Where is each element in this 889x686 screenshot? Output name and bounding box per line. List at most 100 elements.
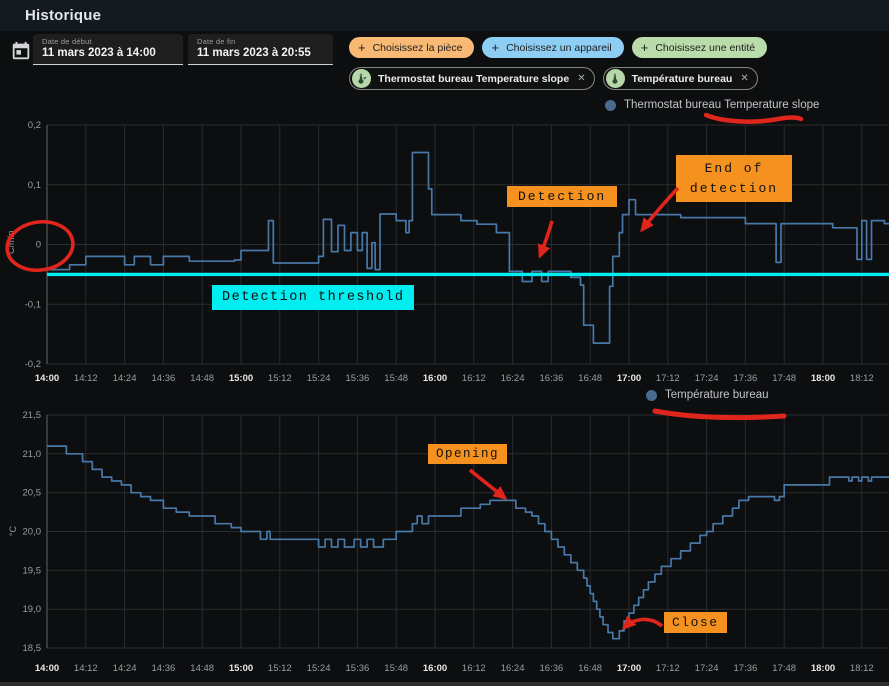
choose-device-chip[interactable]: + Choisissez un appareil [482, 37, 624, 58]
svg-text:17:12: 17:12 [656, 373, 680, 384]
svg-text:18:00: 18:00 [811, 373, 835, 384]
svg-text:20,5: 20,5 [23, 488, 42, 499]
svg-text:21,5: 21,5 [23, 410, 42, 421]
choose-entity-label: Choisissez une entité [655, 41, 756, 54]
svg-text:17:00: 17:00 [617, 373, 641, 384]
plus-icon: + [358, 40, 366, 55]
svg-text:16:24: 16:24 [501, 663, 525, 674]
end-date-label: Date de fin [197, 37, 236, 46]
svg-text:14:24: 14:24 [113, 373, 137, 384]
legend-dot [646, 389, 657, 401]
app-header: Historique [0, 0, 889, 31]
svg-text:14:00: 14:00 [35, 373, 59, 384]
entity-chips-row: Thermostat bureau Temperature slope ✕ Te… [349, 67, 767, 90]
close-icon[interactable]: ✕ [577, 73, 586, 84]
svg-text:21,0: 21,0 [23, 449, 42, 460]
svg-text:15:12: 15:12 [268, 373, 292, 384]
svg-text:14:48: 14:48 [190, 373, 214, 384]
legend-label: Thermostat bureau Temperature slope [624, 99, 820, 111]
annotation-close: Close [664, 612, 727, 633]
next-card-edge [0, 682, 889, 686]
svg-text:0,2: 0,2 [28, 120, 41, 131]
legend-dot [605, 99, 616, 111]
svg-text:14:24: 14:24 [113, 663, 137, 674]
start-date-label: Date de début [42, 37, 92, 46]
svg-text:15:00: 15:00 [229, 663, 253, 674]
entity-chip-temperature[interactable]: Température bureau ✕ [602, 67, 758, 90]
svg-text:18:12: 18:12 [850, 663, 874, 674]
svg-text:17:36: 17:36 [734, 663, 758, 674]
annotation-detection: Detection [507, 186, 618, 207]
svg-text:14:48: 14:48 [190, 663, 214, 674]
svg-text:15:24: 15:24 [307, 663, 331, 674]
svg-text:16:12: 16:12 [462, 663, 486, 674]
svg-text:0,1: 0,1 [28, 180, 41, 191]
svg-text:16:00: 16:00 [423, 663, 447, 674]
choose-device-label: Choisissez un appareil [506, 41, 612, 54]
svg-text:15:24: 15:24 [307, 373, 331, 384]
svg-text:19,5: 19,5 [23, 565, 42, 576]
choose-chips-row: + Choisissez la pièce + Choisissez un ap… [349, 37, 768, 58]
svg-text:17:48: 17:48 [772, 373, 796, 384]
svg-text:20,0: 20,0 [23, 527, 42, 538]
plus-icon: + [491, 40, 500, 55]
svg-text:18:12: 18:12 [850, 373, 874, 384]
svg-text:15:36: 15:36 [346, 663, 370, 674]
svg-text:15:48: 15:48 [384, 663, 408, 674]
start-date-value: 11 mars 2023 à 14:00 [42, 47, 156, 59]
svg-text:15:36: 15:36 [346, 373, 370, 384]
svg-text:15:48: 15:48 [384, 373, 408, 384]
end-date-field[interactable]: Date de fin 11 mars 2023 à 20:55 [188, 34, 333, 65]
svg-text:16:36: 16:36 [540, 663, 564, 674]
svg-text:17:36: 17:36 [734, 373, 758, 384]
close-icon[interactable]: ✕ [740, 73, 749, 84]
svg-text:16:36: 16:36 [540, 373, 564, 384]
svg-text:15:00: 15:00 [229, 373, 253, 384]
svg-text:18,5: 18,5 [23, 643, 42, 654]
annotation-detection-threshold: Detection threshold [212, 285, 415, 310]
legend-slope[interactable]: Thermostat bureau Temperature slope [605, 99, 819, 111]
annotation-opening: Opening [428, 444, 508, 464]
svg-text:16:12: 16:12 [462, 373, 486, 384]
legend-temperature[interactable]: Température bureau [646, 389, 769, 401]
svg-text:-0,2: -0,2 [25, 359, 41, 370]
choose-entity-chip[interactable]: + Choisissez une entité [631, 37, 768, 58]
svg-text:14:36: 14:36 [152, 663, 176, 674]
svg-text:17:24: 17:24 [695, 373, 719, 384]
plus-icon: + [640, 40, 649, 55]
legend-label: Température bureau [665, 389, 769, 401]
start-date-field[interactable]: Date de début 11 mars 2023 à 14:00 [33, 34, 183, 65]
entity-chip-label: Température bureau [631, 72, 733, 85]
entity-chip-thermostat-slope[interactable]: Thermostat bureau Temperature slope ✕ [349, 67, 595, 90]
thermometer-icon [352, 69, 371, 88]
filter-chips: + Choisissez la pièce + Choisissez un ap… [349, 37, 768, 90]
svg-text:14:00: 14:00 [35, 663, 59, 674]
svg-text:°C/min: °C/min [6, 230, 16, 257]
svg-text:15:12: 15:12 [268, 663, 292, 674]
svg-text:17:12: 17:12 [656, 663, 680, 674]
annotation-end-of-detection: End of detection [676, 155, 792, 202]
svg-text:16:48: 16:48 [578, 373, 602, 384]
calendar-icon [12, 41, 30, 59]
svg-text:16:24: 16:24 [501, 373, 525, 384]
svg-text:19,0: 19,0 [23, 604, 42, 615]
svg-text:14:36: 14:36 [152, 373, 176, 384]
thermometer-icon [605, 69, 625, 88]
choose-area-label: Choisissez la pièce [372, 41, 463, 54]
svg-text:14:12: 14:12 [74, 373, 98, 384]
svg-text:17:24: 17:24 [695, 663, 719, 674]
legend1-underline [703, 112, 804, 124]
svg-text:-0,1: -0,1 [25, 299, 41, 310]
date-range-picker-button[interactable] [8, 39, 34, 65]
svg-text:17:48: 17:48 [772, 663, 796, 674]
svg-text:18:00: 18:00 [811, 663, 835, 674]
page-title: Historique [25, 7, 102, 24]
svg-text:17:00: 17:00 [617, 663, 641, 674]
end-date-value: 11 mars 2023 à 20:55 [197, 47, 311, 59]
svg-text:16:00: 16:00 [423, 373, 447, 384]
svg-text:0: 0 [36, 240, 41, 251]
choose-area-chip[interactable]: + Choisissez la pièce [349, 37, 475, 58]
svg-text:°C: °C [8, 525, 18, 536]
entity-chip-label: Thermostat bureau Temperature slope [378, 72, 570, 85]
